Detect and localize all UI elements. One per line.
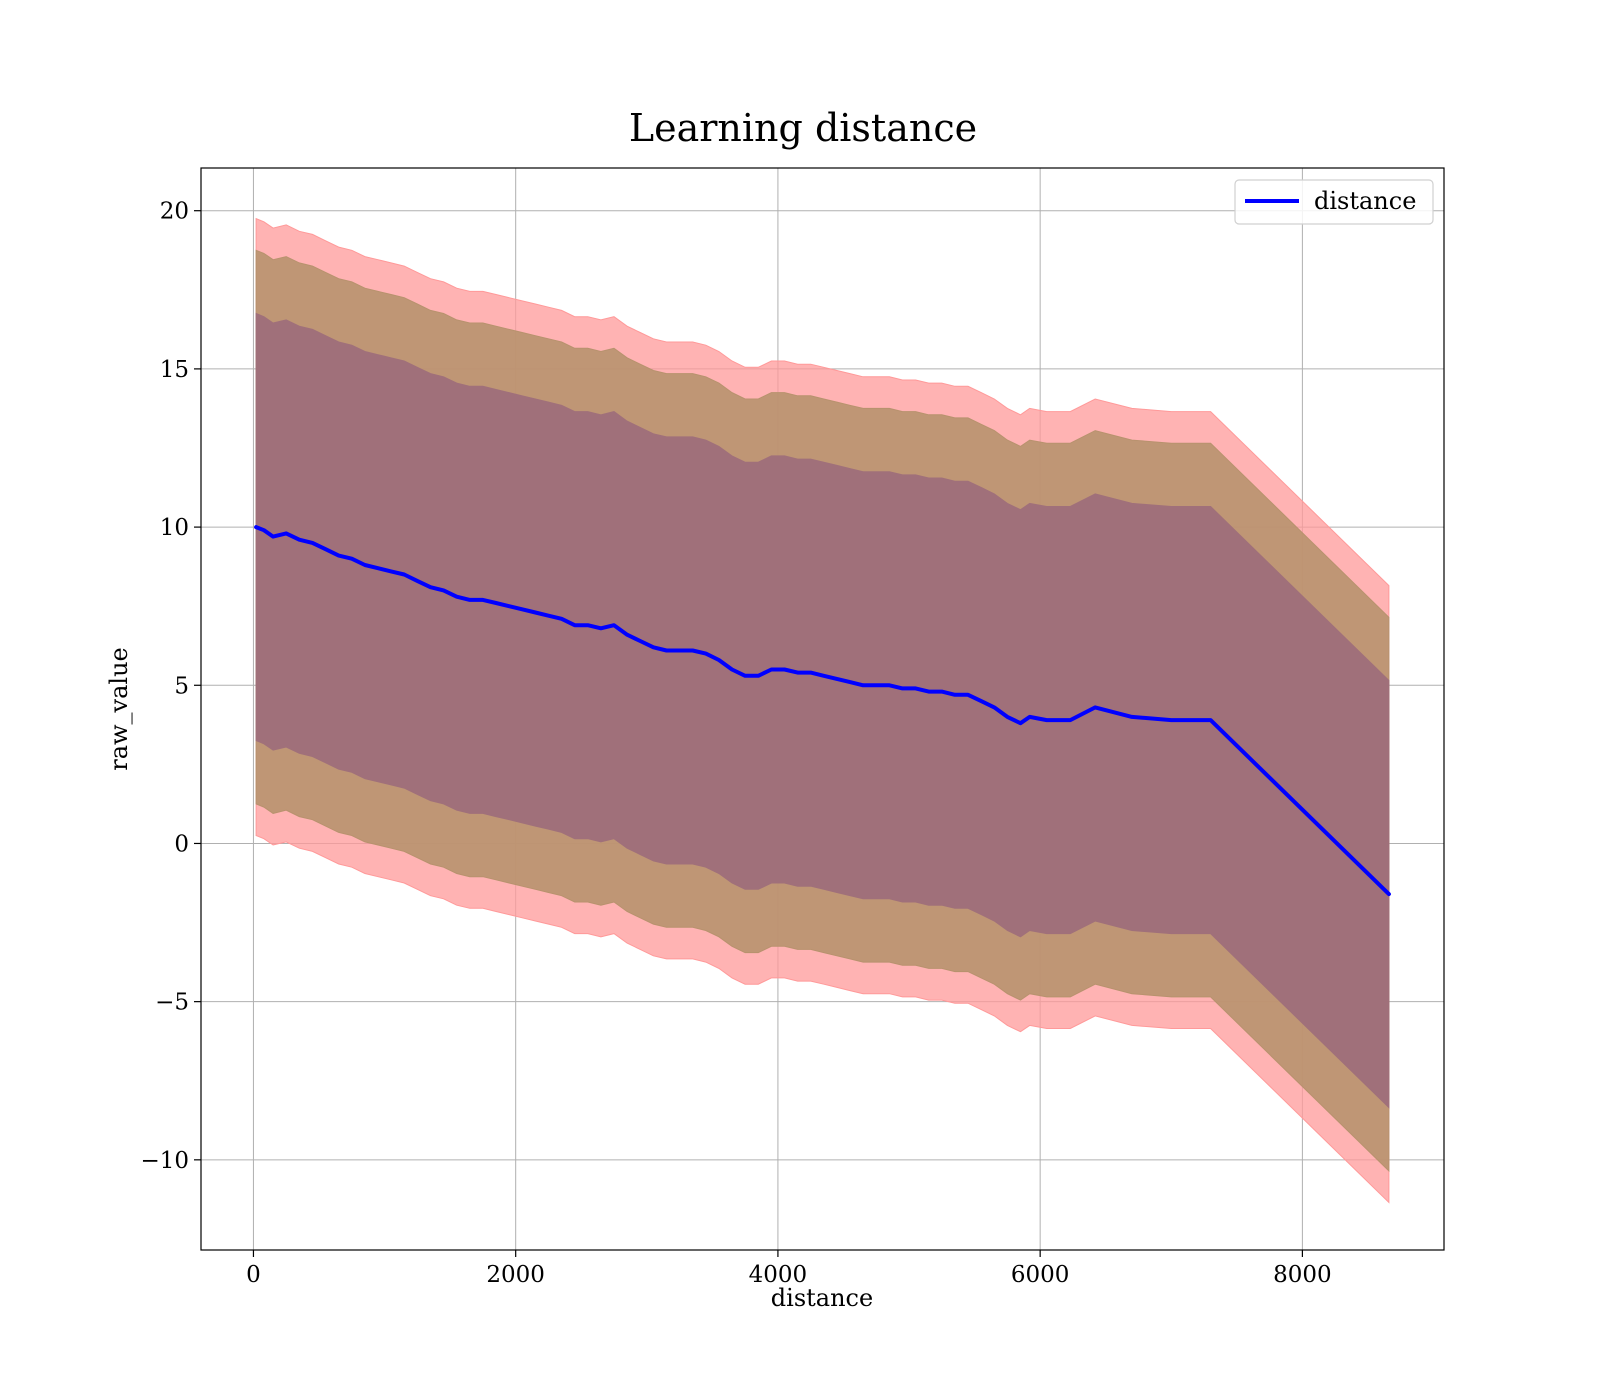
confidence-bands (255, 217, 1390, 1204)
x-tick-label: 4000 (749, 1262, 808, 1288)
y-axis-label: raw_value (105, 647, 133, 771)
x-tick-label: 6000 (1011, 1262, 1070, 1288)
plot-frame (200, 167, 1445, 1251)
chart-title: Learning distance (629, 106, 977, 150)
legend: distance (1234, 179, 1434, 225)
series-lines (254, 525, 1391, 897)
x-tick-label: 2000 (486, 1262, 545, 1288)
plot-area: 0 2000 4000 6000 8000 −10 −5 0 5 10 15 20 (140, 167, 1445, 1288)
x-tick-label: 8000 (1273, 1262, 1332, 1288)
legend-frame (1234, 179, 1434, 225)
y-tick-label: −10 (140, 1148, 189, 1174)
y-tick-label: 10 (160, 515, 189, 541)
y-tick-label: −5 (155, 990, 189, 1016)
x-axis-label: distance (771, 1284, 873, 1312)
y-tick-label: 15 (160, 357, 189, 383)
legend-label-distance: distance (1314, 187, 1416, 215)
axis-ticks: 0 2000 4000 6000 8000 −10 −5 0 5 10 15 20 (140, 199, 1331, 1288)
x-tick-label: 0 (246, 1262, 261, 1288)
y-tick-label: 0 (174, 831, 189, 857)
band-inner (255, 312, 1390, 1109)
series-line-distance (254, 525, 1391, 897)
y-tick-label: 20 (160, 199, 189, 225)
y-tick-label: 5 (174, 673, 189, 699)
